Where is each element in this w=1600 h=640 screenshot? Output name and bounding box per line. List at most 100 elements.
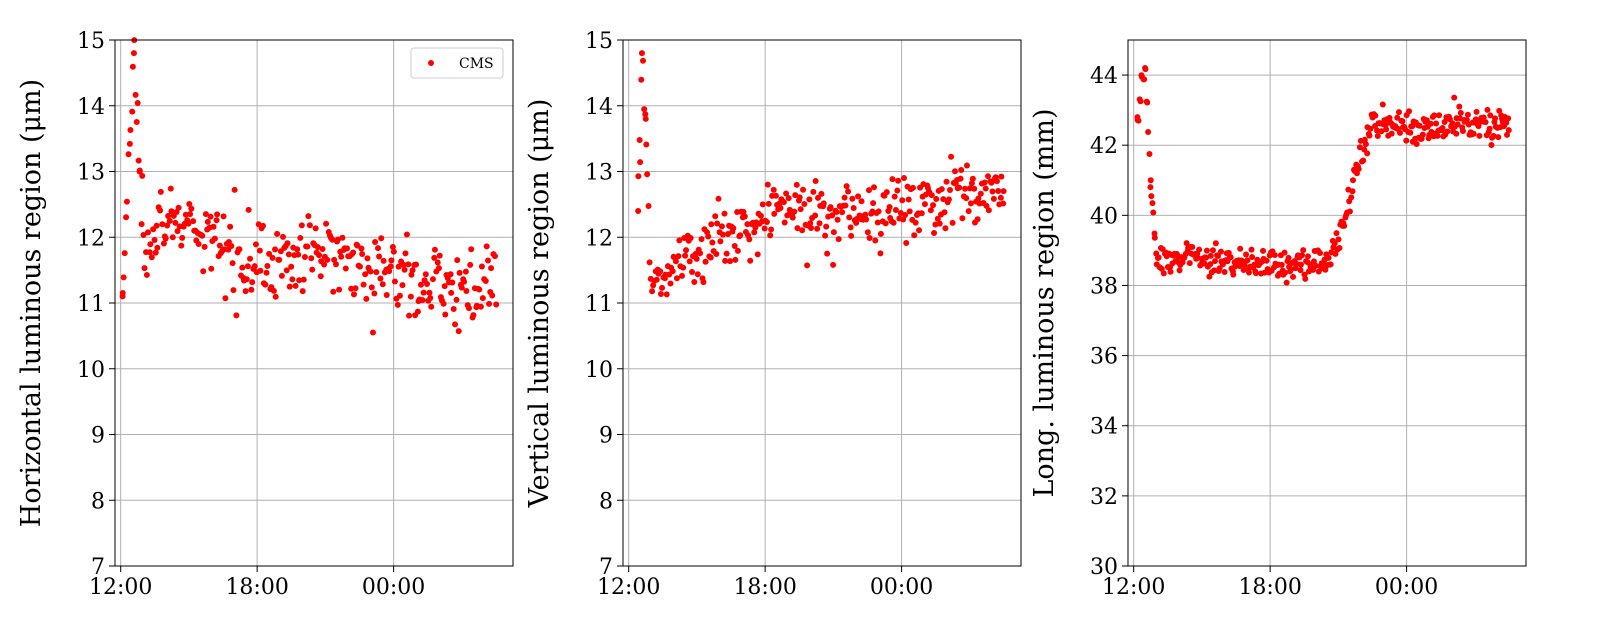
data-point — [429, 276, 436, 283]
data-point — [373, 269, 380, 276]
data-point — [1237, 245, 1244, 252]
data-point — [442, 311, 449, 318]
data-point — [448, 289, 455, 296]
data-point — [799, 227, 806, 234]
data-point — [694, 271, 701, 278]
data-point — [927, 207, 934, 214]
data-point — [1473, 108, 1480, 115]
data-point — [883, 189, 890, 196]
data-point — [1151, 230, 1158, 237]
data-point — [734, 247, 741, 254]
data-point — [997, 194, 1004, 201]
data-point — [230, 287, 237, 294]
data-point — [484, 257, 491, 264]
data-point — [383, 292, 390, 299]
data-point — [794, 225, 801, 232]
data-point — [731, 243, 738, 250]
data-point — [990, 195, 997, 202]
data-point — [300, 276, 307, 283]
data-point — [941, 209, 948, 216]
data-point — [727, 258, 734, 265]
data-point — [356, 263, 363, 270]
data-point — [1252, 270, 1259, 277]
data-point — [339, 234, 346, 241]
data-point — [1196, 246, 1203, 253]
data-point — [279, 233, 286, 240]
data-point — [1297, 261, 1304, 268]
data-point — [791, 208, 798, 215]
data-point — [886, 203, 893, 210]
y-tick-label: 44 — [1090, 64, 1118, 89]
data-point — [988, 179, 995, 186]
data-point — [912, 219, 919, 226]
data-point — [875, 208, 882, 215]
data-point — [761, 225, 768, 232]
data-point — [800, 186, 807, 193]
data-point — [1211, 258, 1218, 265]
data-point — [1148, 193, 1155, 200]
data-point — [759, 201, 766, 208]
data-point — [314, 244, 321, 251]
legend-box — [410, 47, 504, 79]
data-point — [793, 181, 800, 188]
data-point — [985, 173, 992, 180]
data-point — [689, 269, 696, 276]
data-point — [693, 255, 700, 262]
data-point — [376, 253, 383, 260]
data-point — [862, 211, 869, 218]
data-point — [1441, 118, 1448, 125]
data-point — [263, 269, 270, 276]
data-point — [309, 266, 316, 273]
data-point — [945, 196, 952, 203]
data-point — [135, 157, 142, 164]
data-point — [1304, 253, 1311, 260]
data-point — [830, 261, 837, 268]
data-point — [368, 284, 375, 291]
data-point — [864, 229, 871, 236]
data-point — [379, 281, 386, 288]
data-point — [478, 263, 485, 270]
data-point — [1322, 266, 1329, 273]
data-point — [892, 207, 899, 214]
data-point — [1151, 234, 1158, 241]
data-point — [179, 234, 186, 241]
data-point — [702, 258, 709, 265]
data-point — [1374, 132, 1381, 139]
data-point — [278, 272, 285, 279]
y-tick-label: 30 — [1090, 555, 1118, 580]
data-point — [682, 252, 689, 259]
y-tick-label: 11 — [77, 292, 105, 317]
data-point — [993, 178, 1000, 185]
data-point — [363, 295, 370, 302]
data-point — [642, 115, 649, 122]
data-point — [697, 250, 704, 257]
data-point — [940, 196, 947, 203]
data-point — [270, 287, 277, 294]
data-point — [1260, 247, 1267, 254]
data-point — [872, 237, 879, 244]
y-tick-label: 8 — [599, 489, 613, 514]
data-point — [675, 253, 682, 260]
data-point — [388, 257, 395, 264]
y-tick-label: 14 — [77, 95, 105, 120]
data-point — [306, 222, 313, 229]
data-point — [903, 239, 910, 246]
data-point — [692, 250, 699, 257]
data-point — [834, 216, 841, 223]
data-point — [1463, 116, 1470, 123]
data-point — [1360, 157, 1367, 164]
data-point — [1278, 261, 1285, 268]
y-tick-label: 13 — [585, 161, 613, 186]
data-point — [1505, 115, 1512, 122]
data-point — [957, 175, 964, 182]
y-axis-label: Horizontal luminous region (μm) — [16, 79, 47, 527]
data-point — [243, 276, 250, 283]
data-point — [417, 281, 424, 288]
legend-entry-label: CMS — [459, 56, 494, 72]
data-point — [422, 271, 429, 278]
y-tick-label: 10 — [585, 358, 613, 383]
data-point — [1367, 125, 1374, 132]
data-point — [166, 217, 173, 224]
data-point — [463, 287, 470, 294]
data-point — [835, 236, 842, 243]
